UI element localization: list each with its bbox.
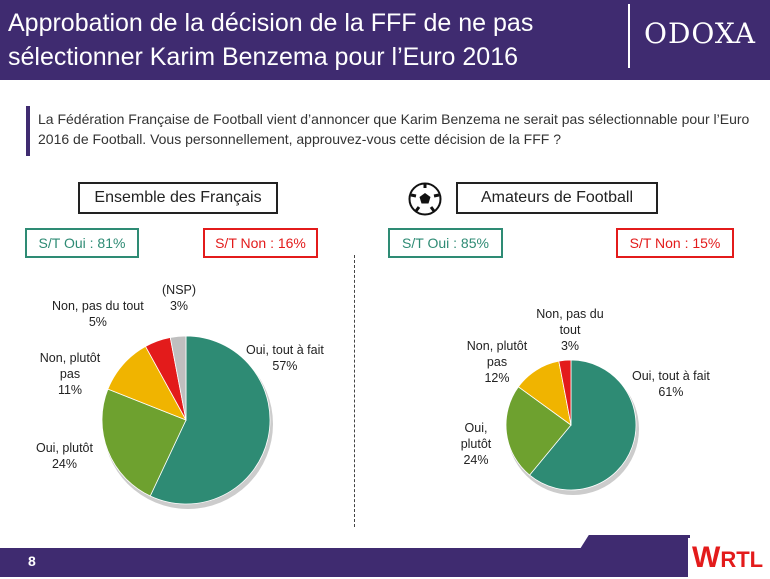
footer <box>0 548 770 577</box>
label-oui-plutot-right: Oui, plutôt 24% <box>460 421 492 467</box>
label-non-plutot-pas-right: Non, plutôt pas 12% <box>466 339 528 385</box>
sponsor-logo: WRTL <box>688 538 770 577</box>
header: Approbation de la décision de la FFF de … <box>0 0 770 80</box>
divider <box>354 255 355 527</box>
label-non-pas-du-tout-right: Non, pas du tout 3% <box>536 307 604 353</box>
st-non-right: S/T Non : 15% <box>616 228 734 258</box>
title-line-1: Approbation de la décision de la FFF de … <box>8 9 534 37</box>
soccer-ball-icon <box>408 182 442 216</box>
question-text: La Fédération Française de Football vien… <box>38 111 750 147</box>
st-oui-left: S/T Oui : 81% <box>25 228 139 258</box>
st-oui-right: S/T Oui : 85% <box>388 228 503 258</box>
pie-slice-nsp <box>169 335 187 421</box>
label-non-plutot-pas-left: Non, plutôt pas 11% <box>39 351 101 397</box>
pie-slice-oui-plutôt <box>505 386 572 476</box>
pie-slice-oui-tout-à-fait <box>149 335 271 505</box>
pie-chart-ensemble <box>101 335 273 509</box>
label-oui-tout-a-fait-left: Oui, tout à fait 57% <box>246 343 324 373</box>
label-oui-plutot-left: Oui, plutôt 24% <box>36 441 93 471</box>
group-box-ensemble: Ensemble des Français <box>78 182 278 214</box>
label-oui-tout-a-fait-right: Oui, tout à fait 61% <box>632 369 710 399</box>
odoxa-logo: ODOXA <box>628 4 770 68</box>
pie-slice-oui-tout-à-fait <box>529 359 637 491</box>
label-nsp-left: (NSP) 3% <box>162 283 197 313</box>
page-number: 8 <box>28 553 36 569</box>
footer-tab <box>580 535 690 549</box>
pie-chart-amateurs <box>505 359 639 495</box>
question-accent-bar <box>26 106 30 156</box>
pie-slice-non-pas-du-tout <box>558 359 572 426</box>
page-title: Approbation de la décision de la FFF de … <box>8 6 628 74</box>
st-non-left: S/T Non : 16% <box>203 228 318 258</box>
label-non-pas-du-tout-left: Non, pas du tout 5% <box>52 299 144 329</box>
pie-slice-oui-plutôt <box>101 388 187 497</box>
title-line-2: sélectionner Karim Benzema pour l’Euro 2… <box>8 43 518 71</box>
group-box-amateurs: Amateurs de Football <box>456 182 658 214</box>
